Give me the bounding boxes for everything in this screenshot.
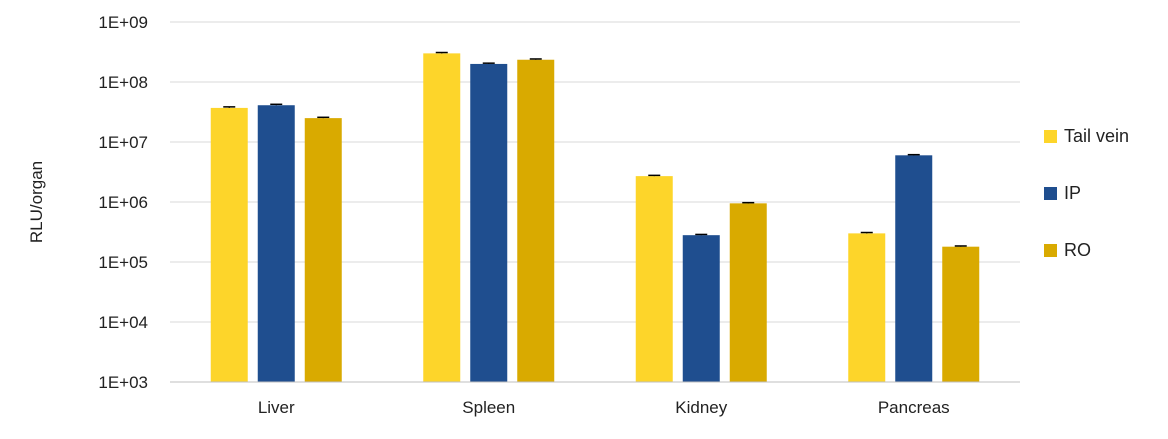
y-axis-tick-labels: 1E+03 1E+04 1E+05 1E+06 1E+07 1E+08 1E+09 (98, 13, 148, 392)
bar-liver-ro (304, 118, 342, 382)
legend-swatch (1044, 130, 1057, 143)
legend: Tail vein IP RO (1044, 126, 1129, 260)
y-tick-label: 1E+06 (98, 193, 148, 212)
legend-label: Tail vein (1064, 126, 1129, 146)
bars (210, 53, 980, 382)
bar-kidney-ip (682, 235, 720, 382)
x-tick-label: Liver (258, 398, 295, 417)
y-tick-label: 1E+04 (98, 313, 148, 332)
bar-spleen-ro (517, 59, 555, 382)
x-tick-label: Kidney (675, 398, 727, 417)
legend-label: IP (1064, 183, 1081, 203)
legend-label: RO (1064, 240, 1091, 260)
bar-pancreas-ip (895, 155, 933, 382)
x-tick-label: Pancreas (878, 398, 950, 417)
y-tick-label: 1E+08 (98, 73, 148, 92)
bar-pancreas-tail-vein (848, 233, 886, 382)
legend-swatch (1044, 244, 1057, 257)
y-tick-label: 1E+03 (98, 373, 148, 392)
bar-pancreas-ro (942, 246, 980, 382)
bar-spleen-ip (470, 63, 508, 382)
y-axis-title: RLU/organ (27, 161, 46, 243)
y-tick-label: 1E+05 (98, 253, 148, 272)
y-tick-label: 1E+07 (98, 133, 148, 152)
bar-liver-tail-vein (210, 107, 248, 382)
x-tick-label: Spleen (462, 398, 515, 417)
error-bars (223, 51, 967, 247)
bar-kidney-ro (729, 203, 767, 382)
gridlines (170, 21, 1020, 323)
y-tick-label: 1E+09 (98, 13, 148, 32)
bar-kidney-tail-vein (635, 176, 673, 382)
bar-liver-ip (257, 105, 295, 382)
bar-spleen-tail-vein (423, 53, 461, 382)
x-axis-tick-labels: Liver Spleen Kidney Pancreas (258, 398, 950, 417)
legend-swatch (1044, 187, 1057, 200)
